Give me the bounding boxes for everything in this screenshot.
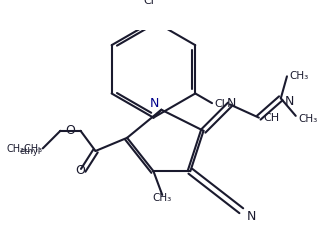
- Text: N: N: [227, 96, 236, 109]
- Text: N: N: [150, 97, 159, 110]
- Text: O: O: [66, 123, 75, 136]
- Text: O: O: [76, 163, 86, 176]
- Text: CH₃: CH₃: [298, 113, 318, 123]
- Text: CH₃: CH₃: [153, 192, 172, 202]
- Text: CH₂CH₃: CH₂CH₃: [7, 144, 43, 154]
- Text: Cl: Cl: [144, 0, 154, 6]
- Text: CH₃: CH₃: [290, 70, 309, 80]
- Text: Cl: Cl: [215, 99, 225, 109]
- Text: N: N: [246, 209, 256, 222]
- Text: N: N: [285, 94, 295, 107]
- Text: CH: CH: [263, 113, 279, 122]
- Text: ethyl: ethyl: [20, 146, 41, 155]
